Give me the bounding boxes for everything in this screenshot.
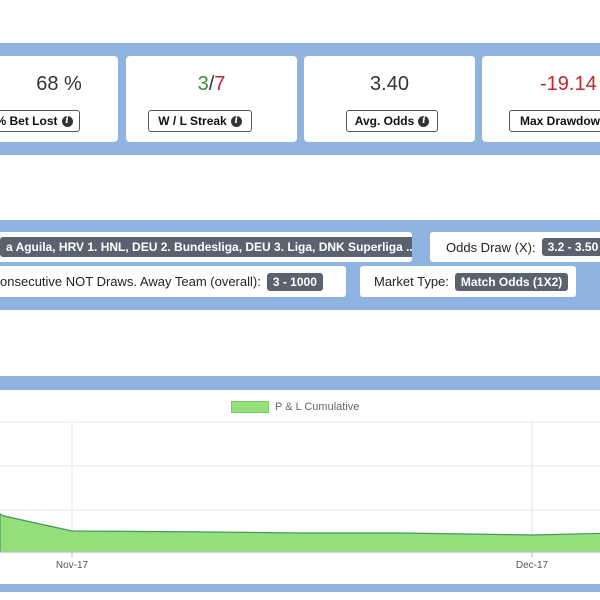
chart-panel: P & L Cumulative Nov-17 Dec-17 [0,390,600,584]
chart-legend[interactable]: P & L Cumulative [231,401,359,413]
market-type-label: Market Type: [374,274,449,289]
filter-consecutive[interactable]: onsecutive NOT Draws. Away Team (overall… [0,266,346,297]
wl-streak-label-text: W / L Streak [158,114,227,128]
bet-lost-label-text: % Bet Lost [0,114,58,128]
filters-band: a Aguila, HRV 1. HNL, DEU 2. Bundesliga,… [0,220,600,310]
x-tick-label-dec: Dec-17 [516,560,549,571]
stats-band: 68 % % Bet Lost i 3/7 W / L Streak i 3.4… [0,43,600,155]
consecutive-label: onsecutive NOT Draws. Away Team (overall… [0,274,261,289]
stat-card-wl-streak: 3/7 W / L Streak i [126,56,297,142]
wl-streak-loss: 7 [214,73,226,95]
stat-card-avg-odds: 3.40 Avg. Odds i [304,56,475,142]
odds-draw-label: Odds Draw (X): [446,239,536,255]
info-icon[interactable]: i [230,115,242,127]
info-icon[interactable]: i [418,115,430,127]
avg-odds-label-text: Avg. Odds [354,114,415,128]
info-icon[interactable]: i [61,115,73,127]
filter-leagues[interactable]: a Aguila, HRV 1. HNL, DEU 2. Bundesliga,… [0,232,412,262]
max-drawdown-label-text: Max Drawdown [520,114,600,128]
max-drawdown-label[interactable]: Max Drawdown [509,110,600,132]
chart-band: P & L Cumulative Nov-17 Dec-17 [0,376,600,592]
wl-streak-separator: / [208,73,215,95]
wl-streak-value: 3/7 [126,73,297,96]
avg-odds-label[interactable]: Avg. Odds i [346,110,438,132]
legend-swatch [231,401,269,413]
max-drawdown-value: -19.14 [540,73,597,95]
wl-streak-label[interactable]: W / L Streak i [148,110,252,132]
consecutive-tag: 3 - 1000 [266,272,323,291]
pl-cumulative-chart: Nov-17 Dec-17 [0,421,600,571]
area-series [0,513,600,553]
bet-lost-value: 68 % [36,73,82,95]
stat-card-bet-lost: 68 % % Bet Lost i [0,56,118,142]
stat-card-max-drawdown: -19.14 Max Drawdown [482,56,600,142]
filter-market-type[interactable]: Market Type: Match Odds (1X2) [360,266,576,297]
leagues-tag: a Aguila, HRV 1. HNL, DEU 2. Bundesliga,… [0,237,412,257]
legend-label: P & L Cumulative [275,401,360,413]
filter-odds-draw[interactable]: Odds Draw (X): 3.2 - 3.50 [430,232,600,262]
bet-lost-label[interactable]: % Bet Lost i [0,110,80,132]
market-type-tag: Match Odds (1X2) [454,272,569,291]
wl-streak-win: 3 [197,73,209,95]
avg-odds-value: 3.40 [370,73,409,95]
x-tick-label-nov: Nov-17 [56,560,89,571]
odds-draw-tag: 3.2 - 3.50 [541,238,600,256]
